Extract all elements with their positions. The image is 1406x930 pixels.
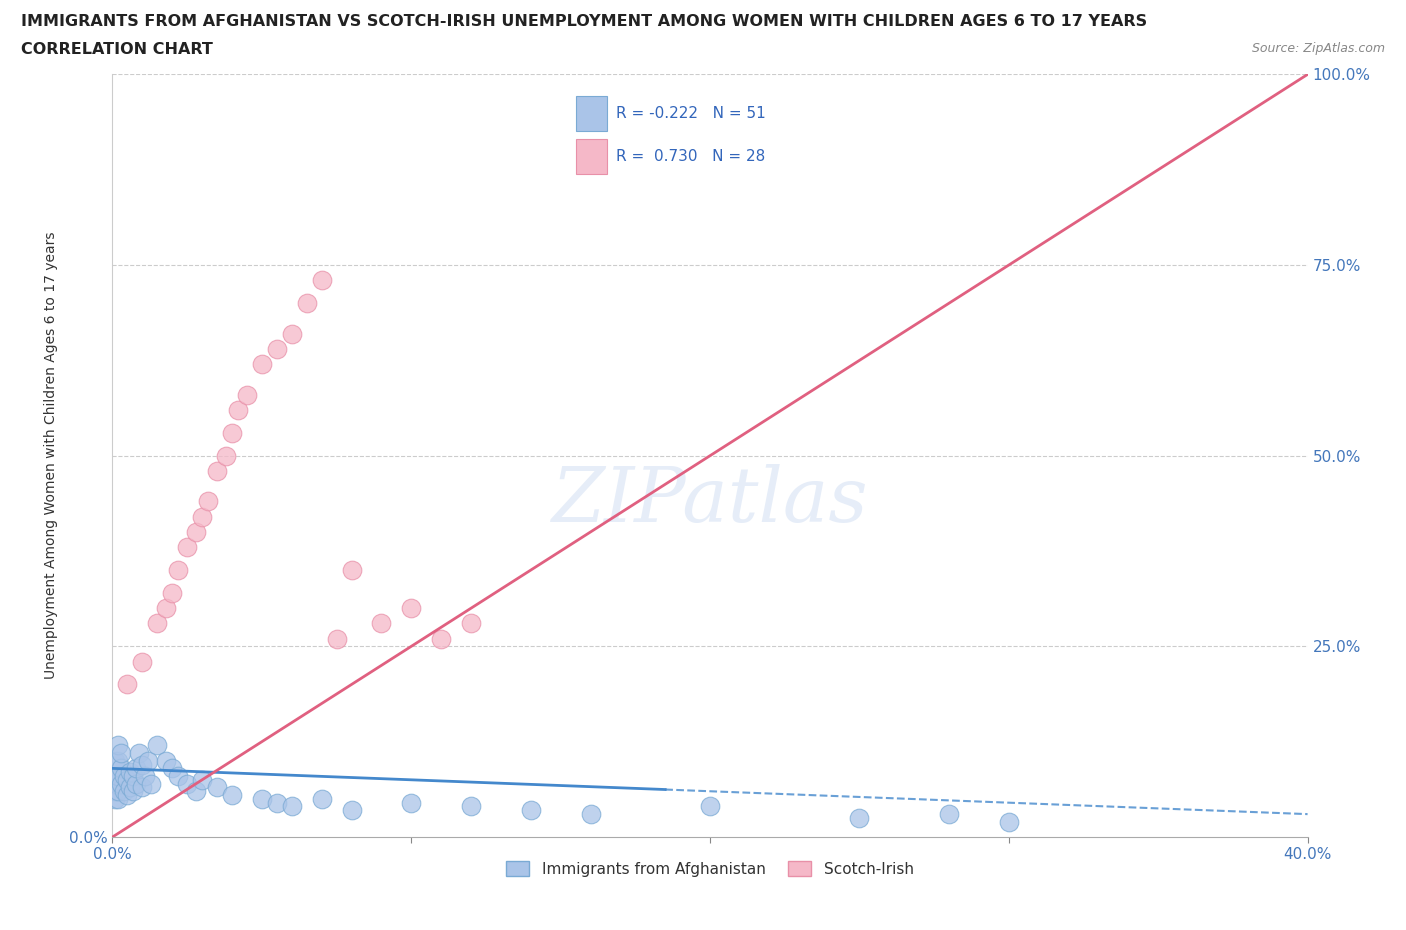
Point bbox=[120, 780, 142, 795]
Point bbox=[131, 654, 153, 669]
Point bbox=[340, 563, 363, 578]
Point bbox=[131, 780, 153, 795]
Point bbox=[186, 525, 208, 539]
Point bbox=[104, 753, 127, 768]
Point bbox=[117, 677, 139, 692]
Point bbox=[430, 631, 453, 646]
Point bbox=[167, 768, 190, 783]
Point bbox=[460, 616, 482, 631]
Point bbox=[401, 795, 423, 810]
Point bbox=[125, 761, 148, 776]
Point bbox=[281, 326, 304, 341]
Point bbox=[117, 788, 139, 803]
Point bbox=[579, 806, 602, 821]
Point bbox=[117, 772, 139, 787]
Point bbox=[176, 539, 198, 554]
Point bbox=[311, 272, 333, 287]
Text: IMMIGRANTS FROM AFGHANISTAN VS SCOTCH-IRISH UNEMPLOYMENT AMONG WOMEN WITH CHILDR: IMMIGRANTS FROM AFGHANISTAN VS SCOTCH-IR… bbox=[21, 14, 1147, 29]
Point bbox=[226, 403, 249, 418]
Point bbox=[295, 296, 318, 311]
Point bbox=[250, 357, 273, 372]
Point bbox=[107, 738, 129, 753]
Point bbox=[110, 746, 132, 761]
Point bbox=[162, 586, 183, 601]
Point bbox=[340, 803, 363, 817]
Point bbox=[131, 757, 153, 772]
Point bbox=[191, 510, 214, 525]
Point bbox=[125, 777, 148, 791]
Point bbox=[221, 788, 243, 803]
Point bbox=[266, 795, 288, 810]
Point bbox=[114, 768, 135, 783]
Point bbox=[197, 494, 219, 509]
Point bbox=[141, 777, 163, 791]
Point bbox=[128, 746, 150, 761]
Point bbox=[107, 753, 129, 768]
Point bbox=[311, 791, 333, 806]
Point bbox=[110, 777, 132, 791]
Point bbox=[155, 753, 177, 768]
Text: CORRELATION CHART: CORRELATION CHART bbox=[21, 42, 212, 57]
Point bbox=[401, 601, 423, 616]
Point bbox=[460, 799, 482, 814]
Point bbox=[699, 799, 721, 814]
Point bbox=[266, 341, 288, 356]
Point bbox=[122, 784, 145, 799]
Point bbox=[186, 784, 208, 799]
Point bbox=[107, 791, 129, 806]
Point bbox=[281, 799, 304, 814]
Point bbox=[110, 761, 132, 776]
Point bbox=[325, 631, 347, 646]
Point bbox=[104, 768, 127, 783]
Point bbox=[250, 791, 273, 806]
Point bbox=[104, 777, 127, 791]
Text: ZIPatlas: ZIPatlas bbox=[551, 464, 869, 538]
Point bbox=[155, 601, 177, 616]
Point bbox=[167, 563, 190, 578]
Y-axis label: Unemployment Among Women with Children Ages 6 to 17 years: Unemployment Among Women with Children A… bbox=[44, 232, 58, 680]
Point bbox=[370, 616, 392, 631]
Point bbox=[104, 784, 127, 799]
Point bbox=[162, 761, 183, 776]
Point bbox=[120, 764, 142, 779]
Point bbox=[215, 448, 238, 463]
Point bbox=[848, 811, 870, 826]
Text: Source: ZipAtlas.com: Source: ZipAtlas.com bbox=[1251, 42, 1385, 55]
Point bbox=[205, 780, 228, 795]
Point bbox=[938, 806, 960, 821]
Point bbox=[176, 777, 198, 791]
Point bbox=[191, 772, 214, 787]
Point bbox=[122, 768, 145, 783]
Point bbox=[138, 753, 160, 768]
Point bbox=[104, 791, 127, 806]
Legend: Immigrants from Afghanistan, Scotch-Irish: Immigrants from Afghanistan, Scotch-Iris… bbox=[501, 855, 920, 883]
Point bbox=[236, 387, 259, 402]
Point bbox=[107, 768, 129, 783]
Point bbox=[998, 815, 1021, 830]
Point bbox=[205, 463, 228, 478]
Point bbox=[146, 616, 169, 631]
Point bbox=[107, 784, 129, 799]
Point bbox=[520, 803, 543, 817]
Point bbox=[114, 784, 135, 799]
Point bbox=[146, 738, 169, 753]
Point bbox=[221, 425, 243, 440]
Point bbox=[134, 768, 156, 783]
